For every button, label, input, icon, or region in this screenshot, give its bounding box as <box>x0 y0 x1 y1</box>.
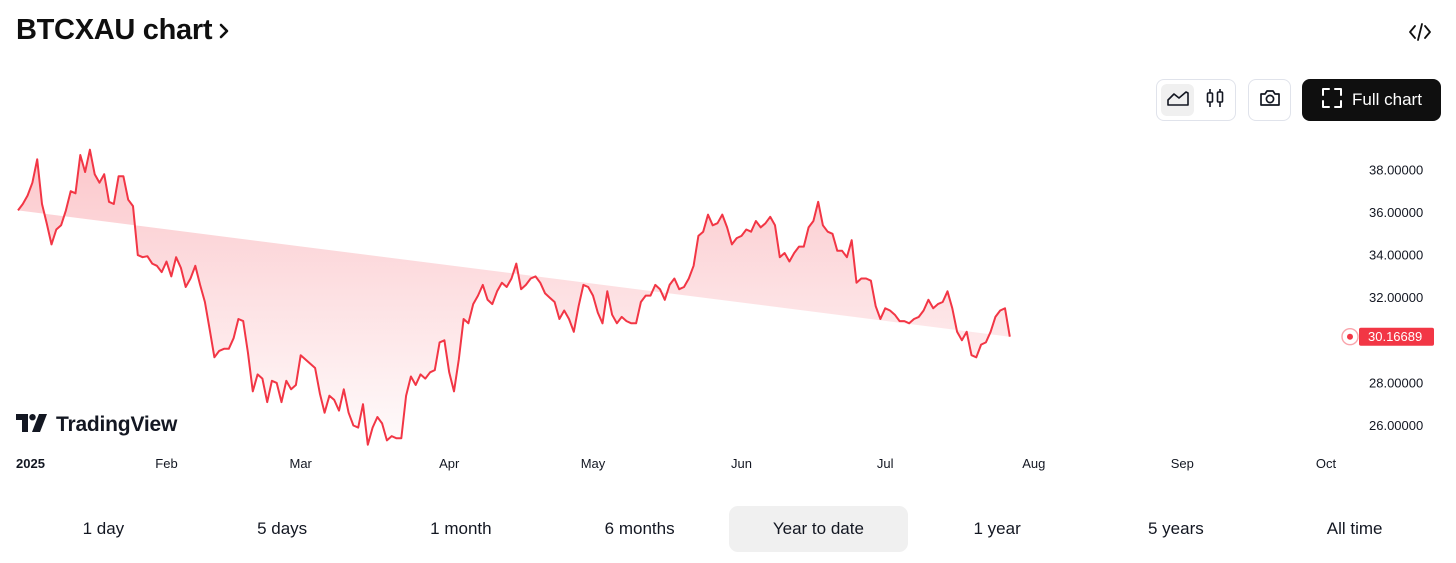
y-tick-label: 38.00000 <box>1369 162 1423 177</box>
range-5-days[interactable]: 5 days <box>193 506 372 552</box>
range-label: 1 year <box>973 519 1021 538</box>
chart-style-toggle <box>1156 79 1236 121</box>
range-all-time[interactable]: All time <box>1265 506 1444 552</box>
y-tick-label: 34.00000 <box>1369 248 1423 263</box>
range-1-month[interactable]: 1 month <box>372 506 551 552</box>
x-tick-label: Feb <box>155 456 177 471</box>
x-tick-label: Oct <box>1316 456 1337 471</box>
price-line <box>17 148 1011 446</box>
range-label: 1 day <box>82 519 125 538</box>
fullscreen-icon <box>1321 87 1343 114</box>
last-price-label: 30.16689 <box>1368 329 1422 344</box>
range-6-months[interactable]: 6 months <box>550 506 729 552</box>
y-tick-label: 36.00000 <box>1369 205 1423 220</box>
y-tick-label: 26.00000 <box>1369 418 1423 433</box>
range-label: 5 years <box>1148 519 1204 538</box>
range-year-to-date[interactable]: Year to date <box>729 506 908 552</box>
embed-code-button[interactable] <box>1404 18 1436 50</box>
full-chart-label: Full chart <box>1352 90 1422 109</box>
range-label: All time <box>1326 519 1383 538</box>
range-selector: 1 day 5 days 1 month 6 months Year to da… <box>14 506 1444 552</box>
tradingview-logo: TradingView <box>16 413 177 437</box>
range-label: 1 month <box>430 519 492 538</box>
snapshot-button[interactable] <box>1248 79 1291 121</box>
range-label: Year to date <box>772 519 864 538</box>
x-tick-label: Aug <box>1022 456 1045 471</box>
x-tick-label: 2025 <box>16 456 45 471</box>
price-area-fill <box>18 149 1010 445</box>
price-chart[interactable]: 26.0000028.0000030.0000032.0000034.00000… <box>0 130 1456 480</box>
candle-chart-button[interactable] <box>1198 84 1231 116</box>
last-price-dot <box>1347 333 1353 340</box>
x-tick-label: Apr <box>439 456 460 471</box>
candlestick-icon <box>1205 87 1225 114</box>
range-5-years[interactable]: 5 years <box>1087 506 1266 552</box>
x-tick-label: May <box>581 456 606 471</box>
code-icon <box>1408 22 1432 47</box>
range-1-day[interactable]: 1 day <box>14 506 193 552</box>
tradingview-wordmark: TradingView <box>56 413 178 436</box>
tradingview-logo-icon <box>16 413 48 437</box>
x-tick-label: Sep <box>1171 456 1194 471</box>
full-chart-button[interactable]: Full chart <box>1302 79 1441 121</box>
last-price-badge <box>1359 327 1434 346</box>
chart-title: BTCXAU chart <box>16 14 213 46</box>
chart-title-link[interactable]: BTCXAU chart <box>16 14 230 47</box>
y-tick-label: 32.00000 <box>1369 290 1423 305</box>
range-label: 5 days <box>257 519 308 538</box>
range-1-year[interactable]: 1 year <box>908 506 1087 552</box>
chevron-right-icon <box>218 22 230 40</box>
camera-icon <box>1258 88 1282 113</box>
y-tick-label: 28.00000 <box>1369 375 1423 390</box>
area-chart-button[interactable] <box>1161 84 1194 116</box>
x-tick-label: Jun <box>731 456 752 471</box>
x-tick-label: Jul <box>877 456 894 471</box>
x-tick-label: Mar <box>290 456 313 471</box>
range-label: 6 months <box>604 519 675 538</box>
area-chart-icon <box>1166 89 1190 112</box>
